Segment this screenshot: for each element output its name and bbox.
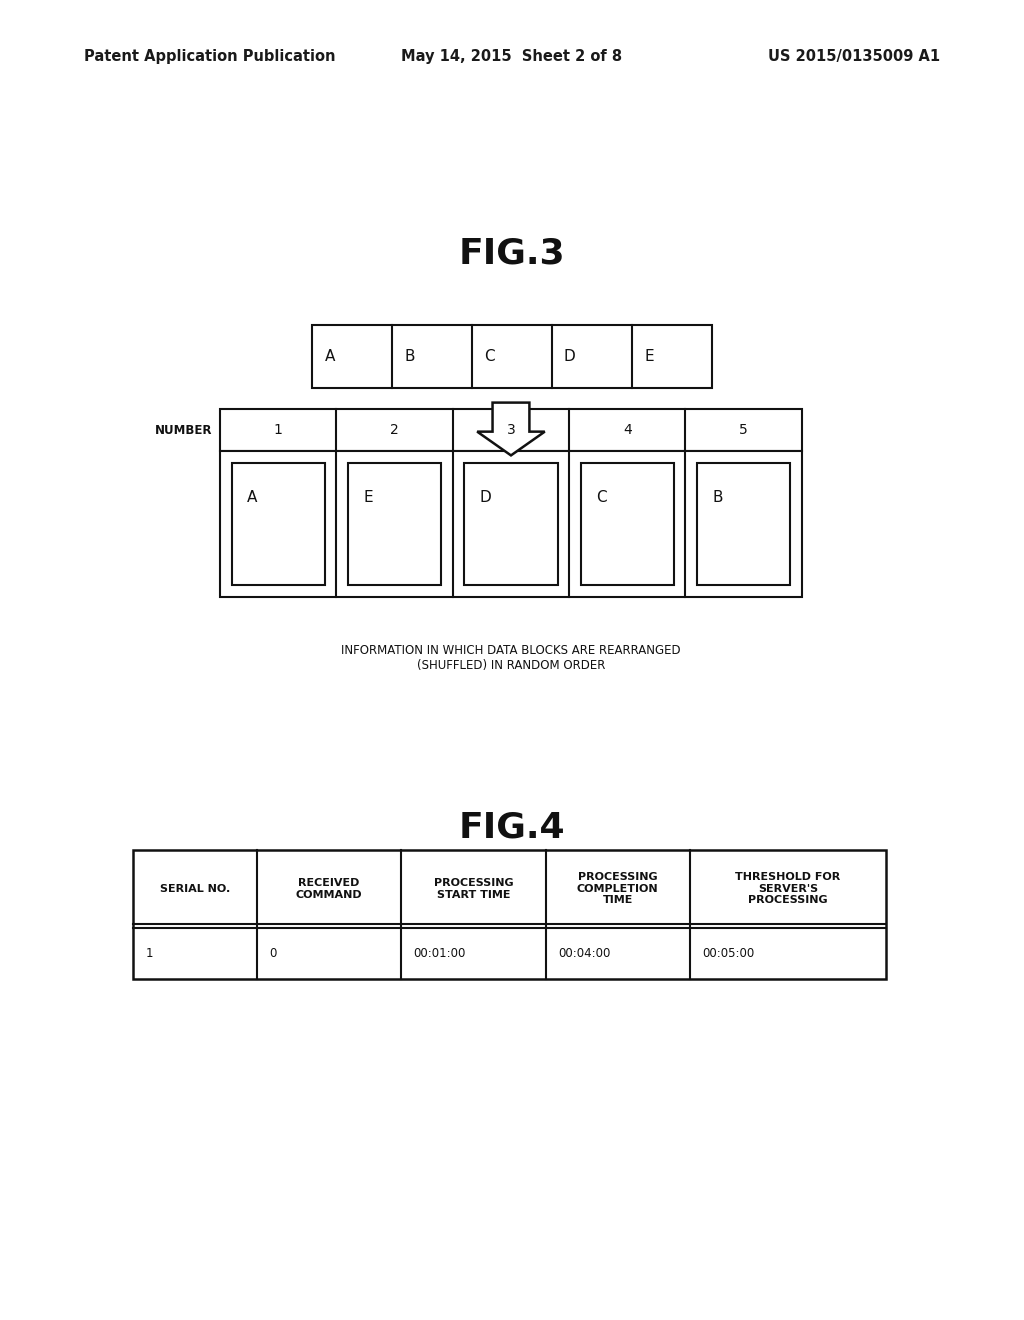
Text: 2: 2 [390,424,399,437]
Text: 1: 1 [145,946,153,960]
Text: THRESHOLD FOR
SERVER'S
PROCESSING: THRESHOLD FOR SERVER'S PROCESSING [735,873,841,906]
Text: PROCESSING
COMPLETION
TIME: PROCESSING COMPLETION TIME [577,873,658,906]
Bar [220,409,802,451]
Text: US 2015/0135009 A1: US 2015/0135009 A1 [768,49,940,65]
Text: C: C [484,348,495,364]
Text: 00:05:00: 00:05:00 [702,946,755,960]
Bar [220,451,802,597]
Text: May 14, 2015  Sheet 2 of 8: May 14, 2015 Sheet 2 of 8 [401,49,623,65]
Text: 00:01:00: 00:01:00 [414,946,466,960]
Text: A: A [325,348,335,364]
Text: RECEIVED
COMMAND: RECEIVED COMMAND [296,878,362,900]
Text: B: B [404,348,415,364]
Text: 3: 3 [507,424,515,437]
Text: INFORMATION IN WHICH DATA BLOCKS ARE REARRANGED
(SHUFFLED) IN RANDOM ORDER: INFORMATION IN WHICH DATA BLOCKS ARE REA… [341,644,681,672]
Text: D: D [479,490,490,504]
Bar [581,463,674,585]
Bar [348,463,441,585]
Text: SERIAL NO.: SERIAL NO. [160,884,230,894]
Bar [697,463,791,585]
Text: 00:04:00: 00:04:00 [558,946,610,960]
Text: B: B [713,490,723,504]
Text: 0: 0 [269,946,276,960]
Polygon shape [477,403,545,455]
Bar [465,463,557,585]
Text: E: E [364,490,374,504]
Text: 5: 5 [739,424,748,437]
Text: PROCESSING
START TIME: PROCESSING START TIME [433,878,513,900]
Text: NUMBER: NUMBER [155,424,212,437]
Text: C: C [596,490,606,504]
Bar [231,463,325,585]
Text: 1: 1 [273,424,283,437]
Bar [133,850,886,979]
Bar [312,325,712,388]
Text: A: A [247,490,257,504]
Text: Patent Application Publication: Patent Application Publication [84,49,336,65]
Text: FIG.4: FIG.4 [459,810,565,845]
Text: 4: 4 [623,424,632,437]
Text: FIG.3: FIG.3 [459,236,565,271]
Text: E: E [644,348,654,364]
Text: D: D [563,348,575,364]
